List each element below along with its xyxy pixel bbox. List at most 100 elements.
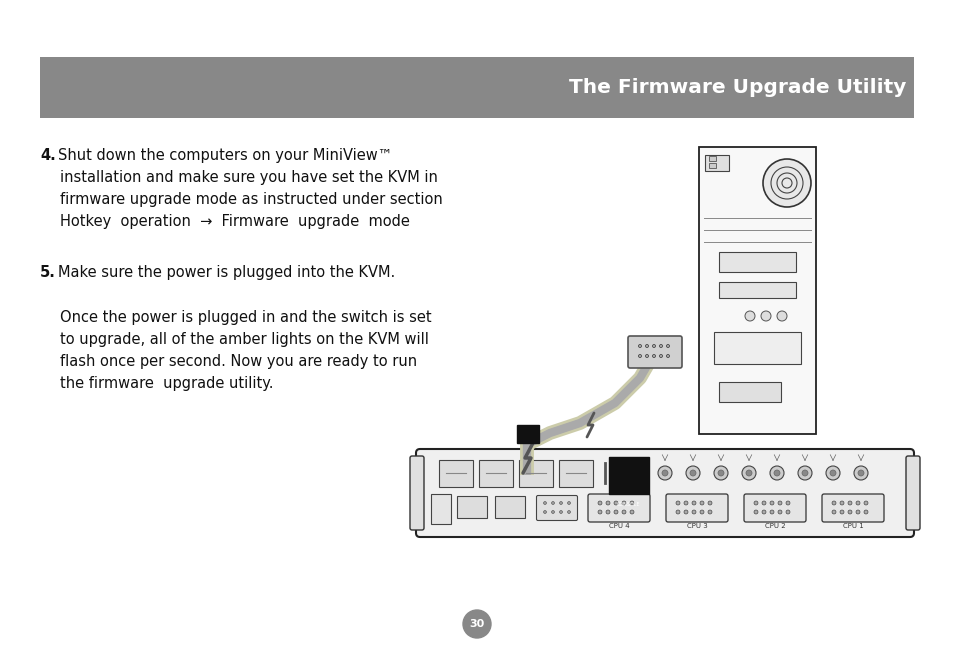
FancyBboxPatch shape xyxy=(478,460,513,487)
Circle shape xyxy=(614,501,618,505)
FancyBboxPatch shape xyxy=(627,336,681,368)
Circle shape xyxy=(645,344,648,348)
Circle shape xyxy=(462,610,491,638)
Circle shape xyxy=(676,510,679,514)
Text: to upgrade, all of the amber lights on the KVM will: to upgrade, all of the amber lights on t… xyxy=(60,332,429,347)
Circle shape xyxy=(847,501,851,505)
FancyBboxPatch shape xyxy=(709,155,716,161)
FancyBboxPatch shape xyxy=(905,456,919,530)
Circle shape xyxy=(840,510,843,514)
FancyBboxPatch shape xyxy=(713,332,801,364)
Circle shape xyxy=(713,466,727,480)
FancyBboxPatch shape xyxy=(719,282,795,298)
Circle shape xyxy=(829,470,835,476)
Circle shape xyxy=(683,501,687,505)
Circle shape xyxy=(700,501,703,505)
Circle shape xyxy=(629,501,634,505)
Circle shape xyxy=(598,501,601,505)
Circle shape xyxy=(543,510,546,514)
Circle shape xyxy=(558,501,562,504)
FancyBboxPatch shape xyxy=(495,496,524,518)
FancyBboxPatch shape xyxy=(517,425,538,443)
Circle shape xyxy=(863,510,867,514)
Circle shape xyxy=(773,470,780,476)
Circle shape xyxy=(638,344,640,348)
FancyBboxPatch shape xyxy=(587,494,649,522)
Circle shape xyxy=(659,354,661,358)
Text: the firmware  upgrade utility.: the firmware upgrade utility. xyxy=(60,376,274,391)
Circle shape xyxy=(689,470,696,476)
Text: The Firmware Upgrade Utility: The Firmware Upgrade Utility xyxy=(568,78,905,97)
Text: CONSOLE: CONSOLE xyxy=(617,502,640,507)
Circle shape xyxy=(707,501,711,505)
Circle shape xyxy=(614,510,618,514)
Circle shape xyxy=(652,344,655,348)
Text: Hotkey  operation  →  Firmware  upgrade  mode: Hotkey operation → Firmware upgrade mode xyxy=(60,214,410,229)
Circle shape xyxy=(785,510,789,514)
FancyBboxPatch shape xyxy=(719,252,795,272)
Circle shape xyxy=(855,501,859,505)
FancyBboxPatch shape xyxy=(704,155,728,171)
FancyBboxPatch shape xyxy=(40,57,913,118)
Circle shape xyxy=(785,501,789,505)
Circle shape xyxy=(718,470,723,476)
Circle shape xyxy=(761,510,765,514)
Circle shape xyxy=(659,344,661,348)
Circle shape xyxy=(760,311,770,321)
Circle shape xyxy=(652,354,655,358)
Circle shape xyxy=(551,510,554,514)
Text: Shut down the computers on your MiniView™: Shut down the computers on your MiniView… xyxy=(58,148,392,163)
Circle shape xyxy=(778,501,781,505)
Circle shape xyxy=(769,510,773,514)
Circle shape xyxy=(685,466,700,480)
Circle shape xyxy=(769,466,783,480)
Text: 5.: 5. xyxy=(40,265,56,280)
FancyBboxPatch shape xyxy=(416,449,913,537)
Circle shape xyxy=(855,510,859,514)
FancyBboxPatch shape xyxy=(456,496,486,518)
FancyBboxPatch shape xyxy=(438,460,473,487)
Circle shape xyxy=(645,354,648,358)
Circle shape xyxy=(825,466,840,480)
FancyBboxPatch shape xyxy=(410,456,423,530)
Circle shape xyxy=(661,470,667,476)
Circle shape xyxy=(605,501,609,505)
Circle shape xyxy=(741,466,755,480)
Circle shape xyxy=(621,501,625,505)
Circle shape xyxy=(707,510,711,514)
Text: CPU 2: CPU 2 xyxy=(764,523,784,529)
Circle shape xyxy=(857,470,863,476)
Circle shape xyxy=(605,510,609,514)
Text: 30: 30 xyxy=(469,619,484,629)
Circle shape xyxy=(629,510,634,514)
FancyBboxPatch shape xyxy=(518,460,553,487)
Circle shape xyxy=(567,501,570,504)
Circle shape xyxy=(853,466,867,480)
Text: CPU 3: CPU 3 xyxy=(686,523,706,529)
Circle shape xyxy=(700,510,703,514)
Circle shape xyxy=(831,501,835,505)
Circle shape xyxy=(744,311,754,321)
Circle shape xyxy=(691,501,696,505)
Text: flash once per second. Now you are ready to run: flash once per second. Now you are ready… xyxy=(60,354,416,369)
Text: installation and make sure you have set the KVM in: installation and make sure you have set … xyxy=(60,170,437,185)
Circle shape xyxy=(658,466,671,480)
Circle shape xyxy=(761,501,765,505)
Circle shape xyxy=(778,510,781,514)
Circle shape xyxy=(551,501,554,504)
Circle shape xyxy=(762,159,810,207)
Circle shape xyxy=(676,501,679,505)
Circle shape xyxy=(776,311,786,321)
Circle shape xyxy=(753,510,758,514)
Text: Make sure the power is plugged into the KVM.: Make sure the power is plugged into the … xyxy=(58,265,395,280)
Circle shape xyxy=(801,470,807,476)
FancyBboxPatch shape xyxy=(709,163,716,167)
Circle shape xyxy=(598,510,601,514)
Text: 4.: 4. xyxy=(40,148,55,163)
Circle shape xyxy=(840,501,843,505)
Circle shape xyxy=(666,344,669,348)
Circle shape xyxy=(638,354,640,358)
Text: Once the power is plugged in and the switch is set: Once the power is plugged in and the swi… xyxy=(60,310,431,325)
Text: firmware upgrade mode as instructed under section: firmware upgrade mode as instructed unde… xyxy=(60,192,442,207)
Circle shape xyxy=(621,510,625,514)
